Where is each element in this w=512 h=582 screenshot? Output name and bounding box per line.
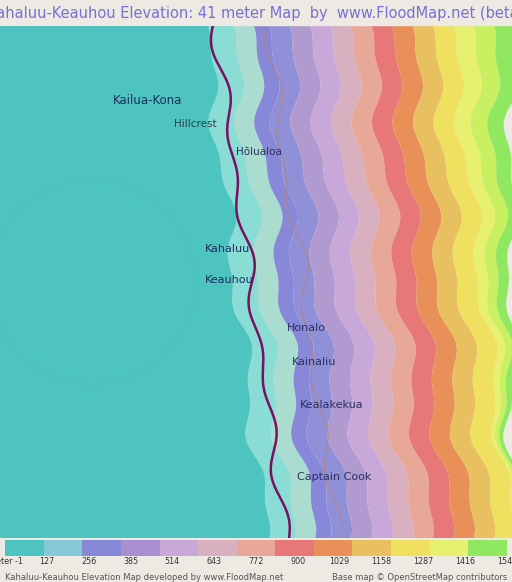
Text: Kailua-Kona: Kailua-Kona	[113, 94, 182, 107]
Bar	[82, 540, 121, 556]
Bar	[391, 540, 430, 556]
Bar	[121, 540, 160, 556]
Polygon shape	[331, 26, 414, 538]
Text: 1029: 1029	[330, 558, 350, 566]
Bar	[430, 540, 468, 556]
Bar	[275, 540, 314, 556]
Text: Kahaluu-Keauhou Elevation Map developed by www.FloodMap.net: Kahaluu-Keauhou Elevation Map developed …	[5, 573, 283, 581]
Polygon shape	[392, 26, 475, 538]
Bar	[44, 540, 82, 556]
Polygon shape	[0, 26, 270, 538]
Text: 643: 643	[207, 558, 222, 566]
Text: Kahaluu-Keauhou Elevation: 41 meter Map  by  www.FloodMap.net (beta): Kahaluu-Keauhou Elevation: 41 meter Map …	[0, 6, 512, 20]
Bar	[314, 540, 352, 556]
Text: Hillcrest: Hillcrest	[174, 119, 217, 129]
Text: meter -1: meter -1	[0, 558, 23, 566]
Polygon shape	[208, 26, 296, 538]
Bar	[198, 540, 237, 556]
Bar	[5, 540, 44, 556]
Text: 127: 127	[39, 558, 55, 566]
Bar	[352, 540, 391, 556]
Polygon shape	[254, 26, 332, 538]
Text: Captain Cook: Captain Cook	[297, 472, 371, 482]
Text: Kainaliu: Kainaliu	[292, 357, 336, 367]
Polygon shape	[454, 26, 512, 538]
Text: 514: 514	[165, 558, 180, 566]
Text: Honalo: Honalo	[287, 324, 326, 333]
Text: Hōlualoa: Hōlualoa	[236, 147, 282, 157]
Polygon shape	[471, 26, 512, 538]
Polygon shape	[433, 26, 512, 538]
Polygon shape	[487, 26, 512, 538]
Text: 900: 900	[290, 558, 305, 566]
Text: Kahaluu: Kahaluu	[205, 244, 250, 254]
Polygon shape	[310, 26, 393, 538]
Polygon shape	[0, 26, 270, 538]
Bar	[237, 540, 275, 556]
Text: 1416: 1416	[455, 558, 475, 566]
Text: Keauhou: Keauhou	[205, 275, 253, 285]
Bar	[468, 540, 507, 556]
Polygon shape	[351, 26, 434, 538]
Text: 772: 772	[248, 558, 264, 566]
Polygon shape	[413, 26, 496, 538]
Polygon shape	[208, 26, 296, 538]
Text: 1545: 1545	[497, 558, 512, 566]
Polygon shape	[372, 26, 455, 538]
Text: 1158: 1158	[371, 558, 392, 566]
Polygon shape	[269, 26, 352, 538]
Text: 1287: 1287	[413, 558, 433, 566]
Text: 385: 385	[123, 558, 138, 566]
Bar	[160, 540, 198, 556]
Text: Kealakekua: Kealakekua	[300, 400, 363, 410]
Text: Base map © OpenStreetMap contributors: Base map © OpenStreetMap contributors	[332, 573, 507, 581]
Polygon shape	[233, 26, 316, 538]
Polygon shape	[290, 26, 373, 538]
Text: 256: 256	[81, 558, 96, 566]
